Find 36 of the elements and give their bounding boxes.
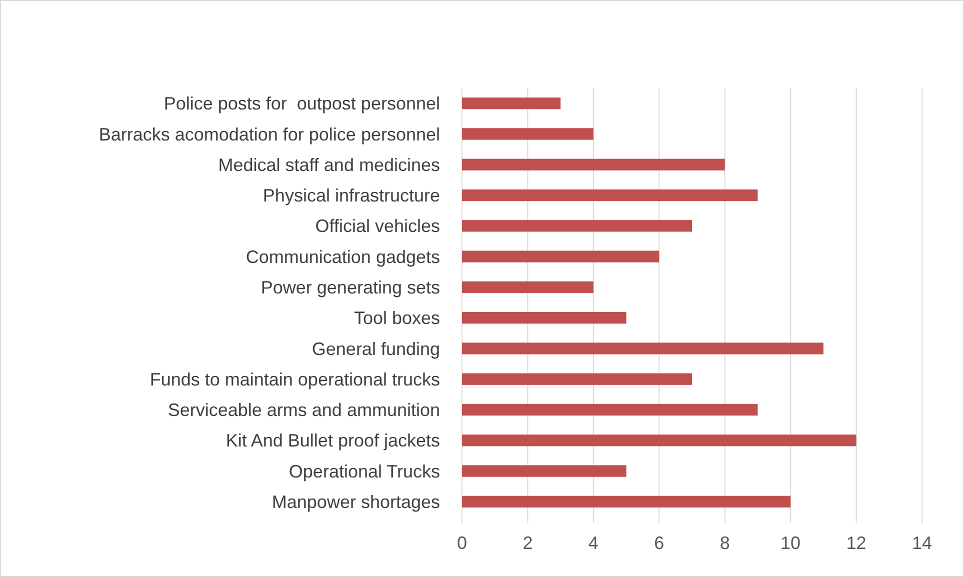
bar	[462, 128, 594, 140]
x-tick-label: 10	[780, 533, 801, 553]
y-tick-label: Barracks acomodation for police personnel	[98, 124, 440, 144]
y-tick-label: Operational Trucks	[288, 461, 440, 482]
bar	[462, 496, 791, 508]
y-tick-label: Official vehicles	[315, 216, 440, 236]
y-tick-label: Serviceable arms and ammunition	[168, 400, 440, 420]
x-tick-label: 12	[846, 533, 866, 553]
y-tick-label: Medical staff and medicines	[218, 154, 440, 175]
y-tick-label: Kit And Bullet proof jackets	[226, 430, 440, 451]
bar	[462, 373, 692, 385]
y-tick-label: Funds to maintain operational trucks	[150, 369, 440, 390]
bar	[462, 342, 824, 354]
bar	[462, 98, 561, 110]
y-tick-label: Communication gadgets	[246, 246, 440, 267]
bar	[462, 434, 856, 446]
y-tick-label: Physical infrastructure	[262, 186, 440, 206]
x-tick-label: 14	[912, 533, 932, 553]
bar	[462, 189, 758, 202]
x-tick-label: 8	[720, 533, 730, 553]
bar	[462, 250, 660, 262]
bar	[462, 404, 758, 416]
x-tick-label: 2	[522, 533, 533, 553]
y-tick-label: General funding	[312, 338, 440, 359]
bar	[462, 281, 594, 293]
y-tick-label: Power generating sets	[260, 277, 440, 298]
bar	[462, 312, 626, 324]
bar	[462, 158, 725, 170]
y-tick-label: Police posts for outpost personnel	[164, 94, 440, 114]
y-tick-label: Manpower shortages	[272, 492, 440, 512]
x-tick-label: 0	[456, 533, 468, 553]
bar	[462, 465, 626, 477]
bar	[462, 220, 692, 232]
x-tick-label: 4	[588, 533, 598, 553]
y-tick-label: Tool boxes	[354, 308, 440, 328]
x-tick-label: 6	[654, 533, 664, 553]
